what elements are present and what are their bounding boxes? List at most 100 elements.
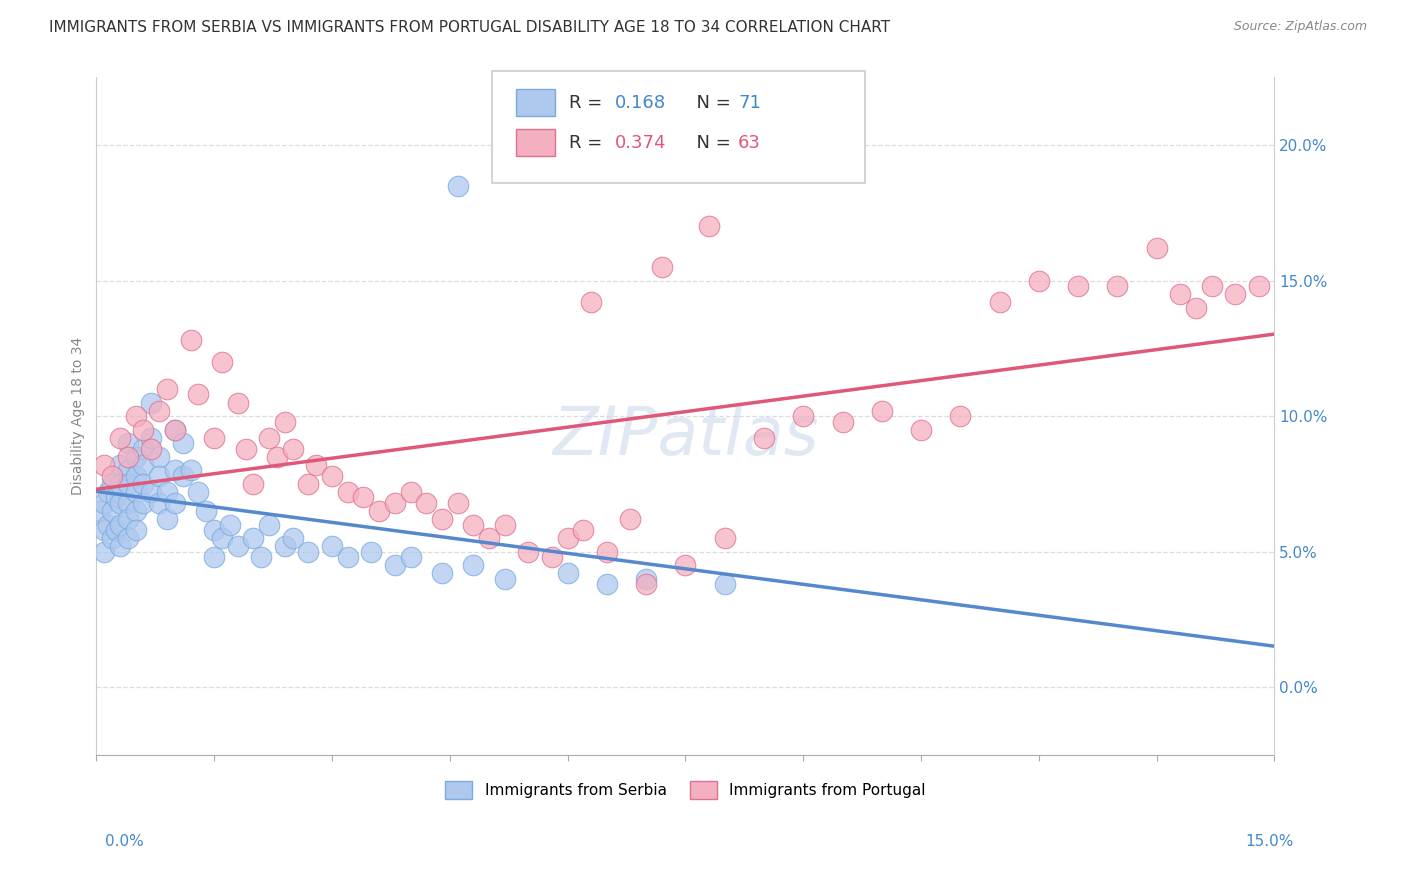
Point bbox=[557, 566, 579, 581]
Point bbox=[117, 450, 139, 464]
Point bbox=[368, 504, 391, 518]
Point bbox=[949, 409, 972, 424]
Point bbox=[1225, 287, 1247, 301]
Point bbox=[117, 512, 139, 526]
Point bbox=[360, 544, 382, 558]
Point bbox=[132, 458, 155, 472]
Point bbox=[399, 550, 422, 565]
Point bbox=[101, 504, 124, 518]
Point bbox=[124, 468, 146, 483]
Point bbox=[384, 558, 406, 573]
Point bbox=[557, 531, 579, 545]
Point bbox=[713, 531, 735, 545]
Point bbox=[104, 523, 127, 537]
Point bbox=[117, 436, 139, 450]
Point bbox=[124, 523, 146, 537]
Point bbox=[124, 450, 146, 464]
Point bbox=[97, 517, 120, 532]
Point bbox=[93, 523, 115, 537]
Point bbox=[1028, 274, 1050, 288]
Point bbox=[792, 409, 814, 424]
Point bbox=[430, 512, 453, 526]
Point bbox=[226, 539, 249, 553]
Text: 0.374: 0.374 bbox=[614, 134, 666, 152]
Point bbox=[195, 504, 218, 518]
Point bbox=[163, 423, 186, 437]
Point bbox=[297, 544, 319, 558]
Point bbox=[124, 485, 146, 500]
Point bbox=[1168, 287, 1191, 301]
Text: Source: ZipAtlas.com: Source: ZipAtlas.com bbox=[1233, 20, 1367, 33]
Text: 0.168: 0.168 bbox=[614, 94, 665, 112]
Point bbox=[636, 577, 658, 591]
Point bbox=[831, 415, 853, 429]
Point bbox=[242, 477, 264, 491]
Point bbox=[163, 463, 186, 477]
Point bbox=[141, 395, 163, 409]
Text: 71: 71 bbox=[738, 94, 761, 112]
Point bbox=[336, 485, 359, 500]
Point bbox=[266, 450, 288, 464]
Point bbox=[172, 436, 194, 450]
Point bbox=[156, 512, 179, 526]
Point bbox=[89, 504, 111, 518]
Text: IMMIGRANTS FROM SERBIA VS IMMIGRANTS FROM PORTUGAL DISABILITY AGE 18 TO 34 CORRE: IMMIGRANTS FROM SERBIA VS IMMIGRANTS FRO… bbox=[49, 20, 890, 35]
Point bbox=[124, 409, 146, 424]
Point bbox=[446, 178, 468, 193]
Point bbox=[713, 577, 735, 591]
Point bbox=[104, 491, 127, 505]
Point bbox=[141, 485, 163, 500]
Point bbox=[101, 477, 124, 491]
Point bbox=[541, 550, 564, 565]
Point bbox=[463, 517, 485, 532]
Point bbox=[910, 423, 932, 437]
Text: 0.0%: 0.0% bbox=[105, 834, 145, 849]
Point bbox=[752, 431, 775, 445]
Point bbox=[218, 517, 240, 532]
Point bbox=[132, 477, 155, 491]
Point bbox=[148, 468, 170, 483]
Point bbox=[117, 531, 139, 545]
Point bbox=[101, 531, 124, 545]
Point bbox=[202, 431, 225, 445]
Point bbox=[274, 539, 297, 553]
Point bbox=[463, 558, 485, 573]
Text: N =: N = bbox=[685, 94, 737, 112]
Point bbox=[180, 463, 202, 477]
Point bbox=[180, 333, 202, 347]
Point bbox=[1067, 279, 1090, 293]
Y-axis label: Disability Age 18 to 34: Disability Age 18 to 34 bbox=[72, 337, 86, 495]
Point bbox=[132, 442, 155, 456]
Text: ZIPatlas: ZIPatlas bbox=[553, 403, 818, 469]
Point bbox=[297, 477, 319, 491]
Point bbox=[101, 468, 124, 483]
Point bbox=[141, 431, 163, 445]
Point bbox=[478, 531, 501, 545]
Text: R =: R = bbox=[569, 134, 609, 152]
Point bbox=[117, 477, 139, 491]
Point bbox=[132, 423, 155, 437]
Point bbox=[148, 403, 170, 417]
Point bbox=[93, 458, 115, 472]
Point bbox=[517, 544, 540, 558]
Point bbox=[108, 496, 131, 510]
Point bbox=[202, 550, 225, 565]
Point bbox=[257, 517, 280, 532]
Point bbox=[352, 491, 374, 505]
Point bbox=[211, 355, 233, 369]
Point bbox=[124, 504, 146, 518]
Point bbox=[117, 496, 139, 510]
Point bbox=[673, 558, 696, 573]
Point bbox=[108, 431, 131, 445]
Point bbox=[494, 572, 516, 586]
Point bbox=[211, 531, 233, 545]
Point bbox=[399, 485, 422, 500]
Point bbox=[281, 531, 304, 545]
Point bbox=[415, 496, 437, 510]
Point bbox=[93, 544, 115, 558]
Point bbox=[117, 463, 139, 477]
Point bbox=[148, 450, 170, 464]
Point bbox=[226, 395, 249, 409]
Point bbox=[274, 415, 297, 429]
Point bbox=[163, 423, 186, 437]
